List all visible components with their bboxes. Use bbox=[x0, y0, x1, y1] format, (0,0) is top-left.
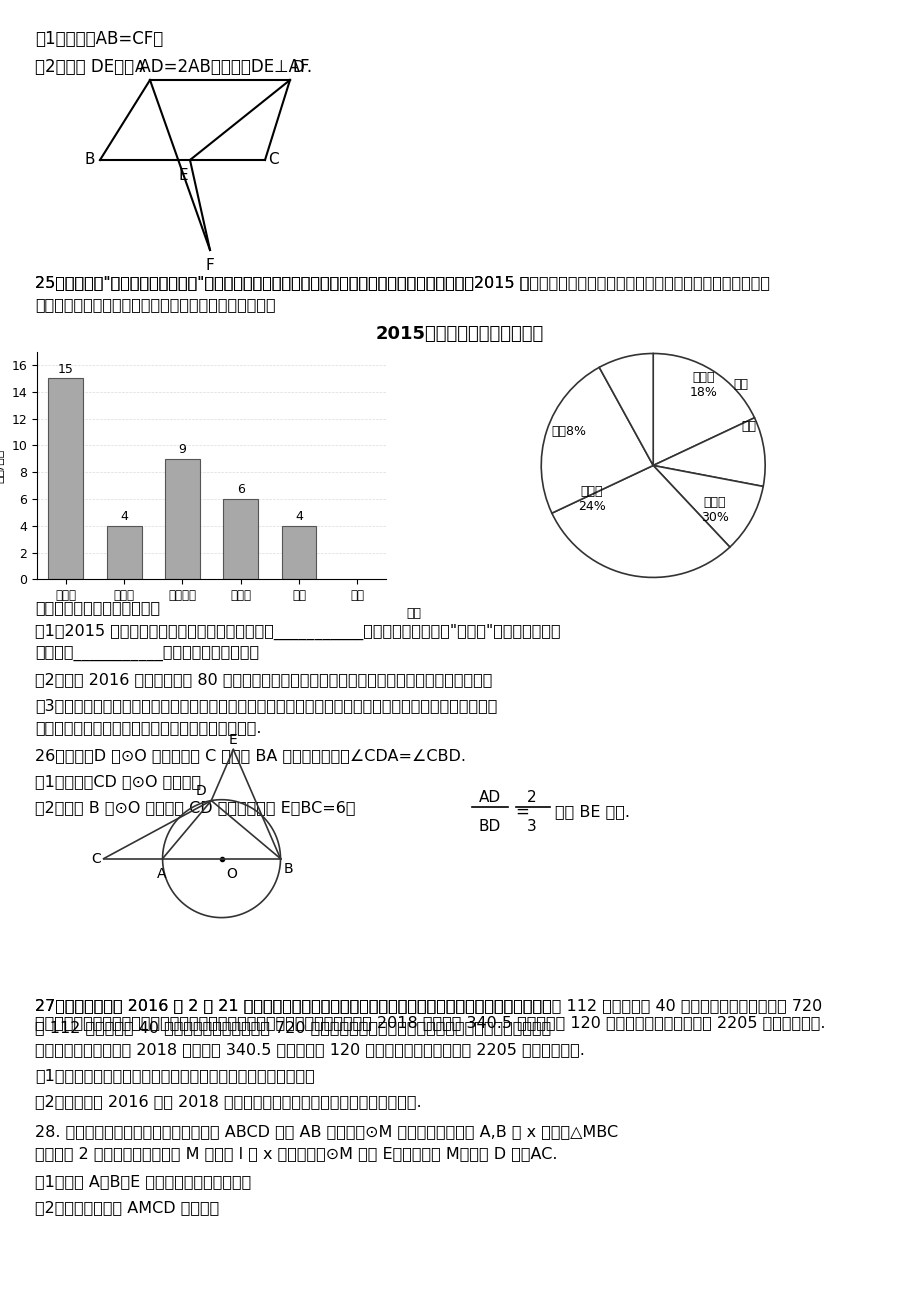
Bar bbox=[281, 526, 316, 579]
Text: （2）请你求出 2016 年到 2018 年市政府配置公共自行车数量的年平均增长率.: （2）请你求出 2016 年到 2018 年市政府配置公共自行车数量的年平均增长… bbox=[35, 1094, 421, 1109]
Wedge shape bbox=[652, 353, 754, 465]
Y-axis label: 人数/万人: 人数/万人 bbox=[0, 448, 6, 483]
Text: E: E bbox=[178, 168, 187, 184]
Text: （3）甲乙两个旅行团在青海湖、塔尔寺、原子城三个景点中，同时选择去同一个景点的概率是多少？请用画: （3）甲乙两个旅行团在青海湖、塔尔寺、原子城三个景点中，同时选择去同一个景点的概… bbox=[35, 698, 497, 713]
Text: BD: BD bbox=[479, 819, 501, 835]
Bar bbox=[107, 526, 142, 579]
Text: 树状图或列表法加以说明，并列举所有等可能的结果.: 树状图或列表法加以说明，并列举所有等可能的结果. bbox=[35, 720, 261, 736]
Text: 25．随着我省"大美青海，美丽夏都"影响力的扩大，越来越多的游客慕名而来．根据青海省旅游局《2015 年: 25．随着我省"大美青海，美丽夏都"影响力的扩大，越来越多的游客慕名而来．根据青… bbox=[35, 275, 528, 290]
Wedge shape bbox=[540, 367, 652, 513]
Text: 15: 15 bbox=[58, 363, 74, 376]
Text: A: A bbox=[134, 60, 145, 76]
Bar bbox=[165, 458, 199, 579]
Text: D: D bbox=[292, 60, 304, 76]
Text: O: O bbox=[226, 867, 237, 881]
Text: 27．青海新闻网讯 2016 年 2 月 21 日，西宁市首条绿道免费公共自行车租赁系统正式启用．市政府今年投资了 112 万元，建成 40 个公共自行车站点、: 27．青海新闻网讯 2016 年 2 月 21 日，西宁市首条绿道免费公共自行车… bbox=[35, 999, 824, 1030]
Text: 2: 2 bbox=[527, 790, 536, 805]
Text: 其他: 其他 bbox=[740, 419, 755, 432]
Text: 4: 4 bbox=[120, 510, 128, 523]
Text: 了 112 万元，建成 40 个公共自行车站点、配置 720 辆公共自行车．今后将逐年增加投资，用于建设新站点、: 了 112 万元，建成 40 个公共自行车站点、配置 720 辆公共自行车．今后… bbox=[35, 1019, 550, 1035]
Text: A: A bbox=[156, 867, 166, 881]
Wedge shape bbox=[598, 353, 652, 465]
Text: （2）连接 DE，若 AD=2AB，求证：DE⊥AF.: （2）连接 DE，若 AD=2AB，求证：DE⊥AF. bbox=[35, 59, 312, 76]
Text: 塔尔寺
24%: 塔尔寺 24% bbox=[577, 486, 605, 513]
Text: （2）预计 2016 年国庆节将有 80 万游客选择西宁周边游，请估计有多少万人会选择去贵德旅游？: （2）预计 2016 年国庆节将有 80 万游客选择西宁周边游，请估计有多少万人… bbox=[35, 672, 492, 687]
Text: AD: AD bbox=[479, 790, 501, 805]
Text: 26．如图，D 为⊙O 上一点，点 C 在直径 BA 的延长线上，且∠CDA=∠CBD.: 26．如图，D 为⊙O 上一点，点 C 在直径 BA 的延长线上，且∠CDA=∠… bbox=[35, 749, 466, 763]
Wedge shape bbox=[652, 418, 765, 487]
Text: 2015年西宁周边游情况统计图: 2015年西宁周边游情况统计图 bbox=[376, 326, 543, 342]
Text: （1）2015 年国庆期间，西宁周边景区共接待游客___________万人，扇形统计图中"青海湖"所对应的圆心角: （1）2015 年国庆期间，西宁周边景区共接待游客___________万人，扇… bbox=[35, 624, 560, 641]
Text: 贵德: 贵德 bbox=[732, 379, 747, 392]
Text: 的度数是___________，并补全条形统计图；: 的度数是___________，并补全条形统计图； bbox=[35, 646, 259, 661]
Text: =: = bbox=[515, 803, 528, 822]
Bar bbox=[223, 499, 258, 579]
Text: 国庆长假出游趋势报告》绘制了如下尚不完整的统计图．: 国庆长假出游趋势报告》绘制了如下尚不完整的统计图． bbox=[35, 297, 276, 312]
Text: B: B bbox=[283, 862, 293, 875]
Text: 是边长为 2 的等边三角形，过点 M 作直线 l 与 x 轴垂直，交⊙M 于点 E，垂足为点 M，且点 D 平分AC.: 是边长为 2 的等边三角形，过点 M 作直线 l 与 x 轴垂直，交⊙M 于点 … bbox=[35, 1146, 557, 1161]
Wedge shape bbox=[551, 465, 729, 577]
Bar bbox=[49, 379, 84, 579]
Text: （2）过点 B 作⊙O 的切线交 CD 的延长线于点 E，BC=6，: （2）过点 B 作⊙O 的切线交 CD 的延长线于点 E，BC=6， bbox=[35, 799, 355, 815]
Text: 根据以上信息解答下列问题：: 根据以上信息解答下列问题： bbox=[35, 600, 160, 615]
Text: C: C bbox=[267, 152, 278, 168]
Text: 27．青海新闻网讯 2016 年 2 月 21 日，西宁市首条绿道免费公共自行车租赁系统正式启用．市政府今年投资: 27．青海新闻网讯 2016 年 2 月 21 日，西宁市首条绿道免费公共自行车… bbox=[35, 999, 551, 1013]
Text: F: F bbox=[206, 258, 214, 273]
Text: D: D bbox=[196, 784, 207, 798]
Text: 4: 4 bbox=[295, 510, 302, 523]
Text: 配置公共自行车．预计 2018 年将投资 340.5 万元，新建 120 个公共自行车站点、配置 2205 辆公共自行车.: 配置公共自行车．预计 2018 年将投资 340.5 万元，新建 120 个公共… bbox=[35, 1042, 584, 1057]
Text: （1）请问每个站点的造价和公共自行车的单价分别是多少万元？: （1）请问每个站点的造价和公共自行车的单价分别是多少万元？ bbox=[35, 1068, 314, 1083]
Text: 28. 如图，在平面直角坐标系中，四边形 ABCD 是以 AB 为直径的⊙M 的内接四边形，点 A,B 在 x 轴上，△MBC: 28. 如图，在平面直角坐标系中，四边形 ABCD 是以 AB 为直径的⊙M 的… bbox=[35, 1124, 618, 1139]
Text: 9: 9 bbox=[178, 443, 187, 456]
Text: （1）求过 A，B，E 三点的抛物线的解析式；: （1）求过 A，B，E 三点的抛物线的解析式； bbox=[35, 1174, 251, 1189]
Text: 3: 3 bbox=[527, 819, 537, 835]
Text: （1）求证：AB=CF；: （1）求证：AB=CF； bbox=[35, 30, 163, 48]
Text: 6: 6 bbox=[236, 483, 244, 496]
X-axis label: 景点: 景点 bbox=[406, 607, 422, 620]
Text: B: B bbox=[85, 152, 95, 168]
Text: 原子城
18%: 原子城 18% bbox=[689, 371, 717, 398]
Text: （2）求证：四边形 AMCD 是菱形；: （2）求证：四边形 AMCD 是菱形； bbox=[35, 1200, 219, 1215]
Text: C: C bbox=[91, 852, 100, 866]
Text: 孟达8%: 孟达8% bbox=[551, 426, 586, 439]
Text: 25．随着我省"大美青海，美丽夏都"影响力的扩大，越来越多的游客慕名而来．根据青海省旅游局《2015 年国庆长假出游趋势报告》绘制了如下尚不完整的统计图．: 25．随着我省"大美青海，美丽夏都"影响力的扩大，越来越多的游客慕名而来．根据青… bbox=[35, 275, 769, 290]
Wedge shape bbox=[652, 465, 763, 547]
Text: 青海湖
30%: 青海湖 30% bbox=[700, 496, 728, 525]
Text: ，求 BE 的长.: ，求 BE 的长. bbox=[554, 805, 630, 819]
Text: （1）求证：CD 是⊙O 的切线；: （1）求证：CD 是⊙O 的切线； bbox=[35, 773, 201, 789]
Text: E: E bbox=[229, 733, 237, 746]
